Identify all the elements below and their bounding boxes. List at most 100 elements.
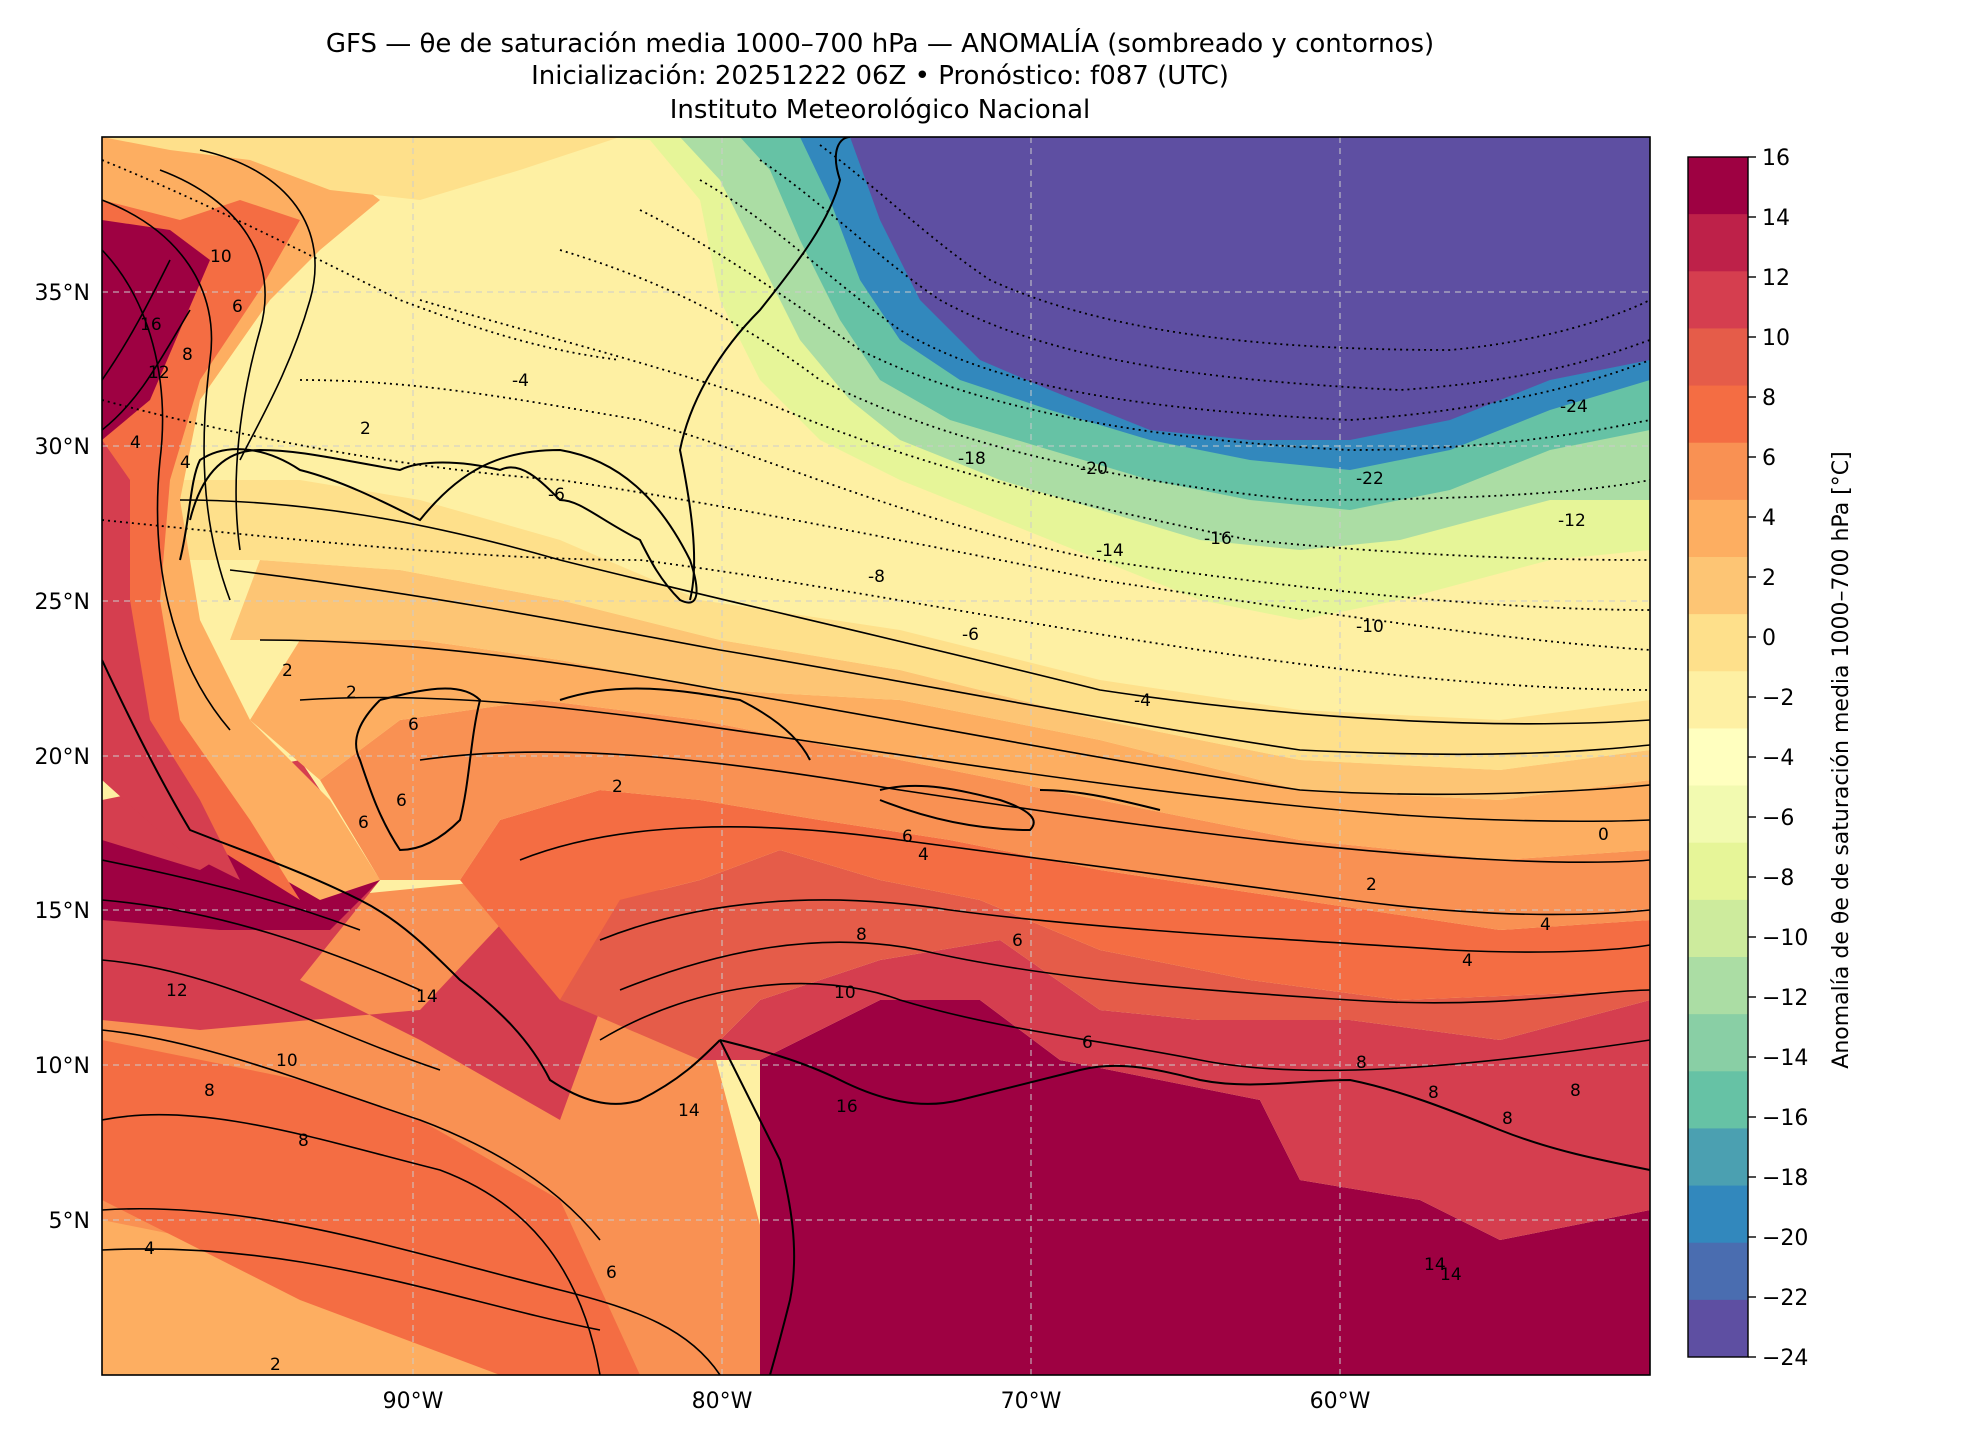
contour-label: 4 — [180, 453, 191, 473]
colorbar-segment — [1688, 957, 1748, 1015]
contour-label: 2 — [346, 683, 357, 703]
title-line-1: GFS — θe de saturación media 1000–700 hP… — [325, 29, 1435, 59]
contour-label: 16 — [140, 315, 162, 335]
contour-label: 8 — [204, 1081, 215, 1101]
colorbar-segment — [1688, 614, 1748, 672]
contour-label: -20 — [1080, 459, 1108, 479]
contour-label: -6 — [548, 485, 565, 505]
contour-label: -8 — [868, 567, 885, 587]
contour-label: 0 — [1598, 825, 1609, 845]
contour-label: 14 — [416, 987, 438, 1007]
contour-label: -16 — [1204, 529, 1232, 549]
contour-label: 6 — [1012, 931, 1023, 951]
contour-label: 4 — [144, 1239, 155, 1259]
colorbar-segment — [1688, 157, 1748, 215]
colorbar-segment — [1688, 1128, 1748, 1187]
contour-label: 12 — [166, 981, 188, 1001]
colorbar-tick-label: 14 — [1762, 206, 1790, 231]
colorbar-tick-label: −4 — [1762, 746, 1794, 771]
lat-tick-label: 20°N — [35, 745, 90, 770]
lon-tick-label: 60°W — [1310, 1389, 1371, 1414]
colorbar-tick-label: 4 — [1762, 506, 1776, 531]
lat-tick-label: 15°N — [35, 899, 90, 924]
contour-label: 12 — [148, 363, 170, 383]
contour-label: 8 — [1428, 1083, 1439, 1103]
colorbar-segment — [1688, 499, 1748, 558]
contour-label: 14 — [678, 1101, 700, 1121]
colorbar-tick-label: −18 — [1762, 1166, 1808, 1191]
map-frame — [101, 136, 1651, 1376]
colorbar-segment — [1688, 214, 1748, 272]
colorbar-segment — [1688, 271, 1748, 329]
colorbar-segment — [1688, 899, 1748, 958]
contour-label: 8 — [298, 1131, 309, 1151]
colorbar-segment — [1688, 1071, 1748, 1129]
lat-tick-label: 35°N — [35, 281, 90, 306]
contour-label: 4 — [130, 433, 141, 453]
colorbar-segment — [1688, 442, 1748, 501]
contour-label: 4 — [1462, 951, 1473, 971]
contour-label: 6 — [606, 1263, 617, 1283]
contour-label-group: 10 6 16 8 12 4 4 2 -4 -6 -8 -6 -4 -18 -2… — [130, 247, 1609, 1375]
contour-label: 2 — [282, 661, 293, 681]
negative-contours — [102, 144, 1650, 691]
colorbar-tick-label: −16 — [1762, 1106, 1808, 1131]
contour-label: -18 — [958, 449, 986, 469]
contour-label: -4 — [512, 371, 529, 391]
colorbar-tick-label: −6 — [1762, 806, 1794, 831]
colorbar-tick-label: −10 — [1762, 926, 1808, 951]
colorbar-tick-label: 6 — [1762, 446, 1776, 471]
contour-label: 2 — [360, 419, 371, 439]
contour-label: -4 — [1134, 691, 1151, 711]
contour-label: 10 — [276, 1051, 298, 1071]
colorbar-tick-label: −20 — [1762, 1226, 1808, 1251]
contour-label: -12 — [1558, 511, 1586, 531]
colorbar-segment — [1688, 328, 1748, 387]
colorbar-segment — [1688, 1299, 1748, 1358]
lat-ticks: 35°N 30°N 25°N 20°N 15°N 10°N 5°N — [35, 281, 90, 1234]
title-line-2: Inicialización: 20251222 06Z • Pronóstic… — [531, 61, 1229, 91]
contour-label: 10 — [834, 983, 856, 1003]
contour-label: -24 — [1560, 397, 1588, 417]
colorbar-segment — [1688, 728, 1748, 787]
contour-label: -22 — [1356, 469, 1384, 489]
contour-label: 8 — [856, 925, 867, 945]
contour-label: 16 — [836, 1097, 858, 1117]
colorbar-segment — [1688, 1242, 1748, 1301]
contour-label: -10 — [1356, 617, 1384, 637]
contour-label: 8 — [1356, 1053, 1367, 1073]
lat-tick-label: 10°N — [35, 1054, 90, 1079]
colorbar: 16 14 12 10 8 6 4 2 0 −2 −4 −6 −8 −10 −12 −14 −16 −18 −20 −… — [1687, 146, 1808, 1371]
colorbar-tick-label: 2 — [1762, 566, 1776, 591]
gridlines — [102, 137, 1650, 1375]
contour-label: 8 — [182, 345, 193, 365]
lon-ticks: 90°W 80°W 70°W 60°W — [383, 1389, 1371, 1414]
colorbar-segment — [1688, 1014, 1748, 1072]
lat-tick-label: 30°N — [35, 435, 90, 460]
contour-label: -14 — [1096, 541, 1124, 561]
colorbar-tick-label: 8 — [1762, 386, 1776, 411]
colorbar-segment — [1688, 671, 1748, 729]
colorbar-tick-label: 16 — [1762, 146, 1790, 171]
contour-label: 2 — [1366, 875, 1377, 895]
contour-lines — [102, 149, 1650, 1375]
contour-label: 2 — [612, 777, 623, 797]
colorbar-tick-label: −12 — [1762, 986, 1808, 1011]
colorbar-tick-label: −8 — [1762, 866, 1794, 891]
lat-tick-label: 5°N — [49, 1209, 90, 1234]
contour-label: 4 — [918, 845, 929, 865]
colorbar-label: Anomalía de θe de saturación media 1000–… — [1829, 451, 1854, 1068]
contour-label: 6 — [1082, 1033, 1093, 1053]
colorbar-tick-label: −24 — [1762, 1346, 1808, 1371]
colorbar-segment — [1688, 385, 1748, 444]
contour-label: 6 — [396, 791, 407, 811]
colorbar-tick-label: 10 — [1762, 326, 1790, 351]
contour-label: 4 — [1540, 915, 1551, 935]
colorbar-segment — [1688, 785, 1748, 844]
contour-label: 10 — [210, 247, 232, 267]
colorbar-tick-label: 0 — [1762, 626, 1776, 651]
colorbar-tick-label: 12 — [1762, 266, 1790, 291]
contour-label: 6 — [358, 813, 369, 833]
contour-label: 6 — [902, 827, 913, 847]
lon-tick-label: 90°W — [383, 1389, 444, 1414]
